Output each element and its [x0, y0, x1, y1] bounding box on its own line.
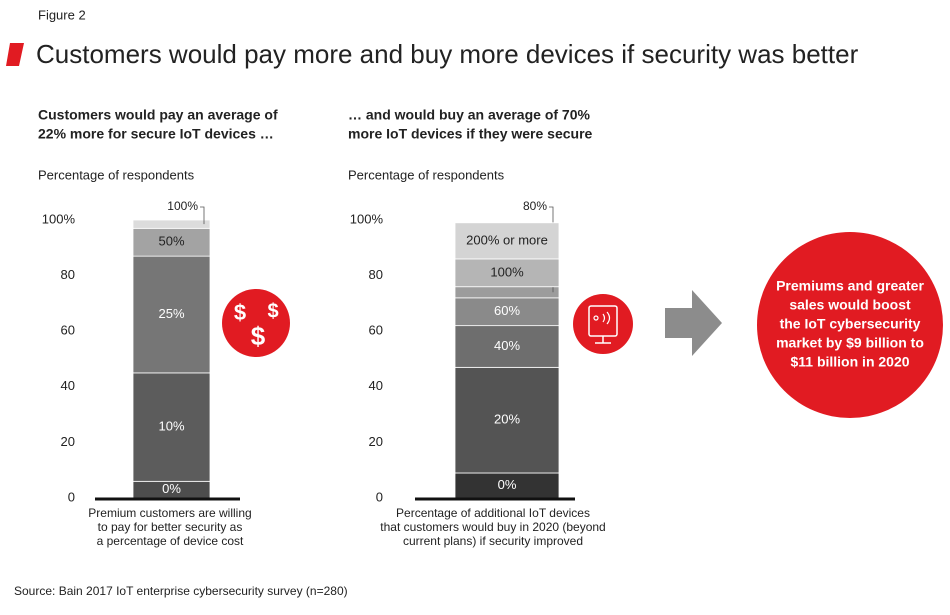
subtitle: more IoT devices if they were secure: [348, 126, 593, 142]
bar-segment: [132, 219, 211, 229]
x-axis-label: a percentage of device cost: [97, 534, 244, 548]
y-tick-label: 60: [369, 323, 383, 338]
segment-label: 80%: [523, 199, 547, 213]
segment-label: 200% or more: [466, 232, 548, 247]
bar-segment: [454, 297, 560, 327]
y-tick-label: 100%: [350, 211, 384, 226]
svg-text:$: $: [234, 300, 246, 325]
title: Customers would pay more and buy more de…: [36, 39, 859, 69]
title-marker: [6, 43, 24, 66]
bar-segment: [132, 255, 211, 374]
segment-label: 0%: [498, 477, 517, 492]
segment-label: 60%: [494, 303, 520, 318]
svg-text:$: $: [251, 321, 266, 351]
bar-segment: [454, 325, 560, 368]
x-axis-label: that customers would buy in 2020 (beyond: [380, 520, 605, 534]
callout-text: Premiums and greater: [776, 278, 924, 294]
y-tick-label: 0: [376, 489, 383, 504]
y-tick-label: 100%: [42, 211, 76, 226]
callout-text: the IoT cybersecurity: [780, 316, 921, 332]
source: Source: Bain 2017 IoT enterprise cyberse…: [14, 584, 348, 598]
y-tick-label: 40: [369, 378, 383, 393]
bar-segment: [454, 366, 560, 474]
figure-label: Figure 2: [38, 7, 86, 22]
x-axis-label: current plans) if security improved: [403, 534, 583, 548]
y-tick-label: 80: [369, 267, 383, 282]
x-axis-label: Premium customers are willing: [88, 506, 251, 520]
y-tick-label: 20: [61, 434, 75, 449]
segment-label: 10%: [158, 419, 184, 434]
segment-label: 0%: [162, 481, 181, 496]
callout-text: market by $9 billion to: [776, 335, 924, 351]
y-axis-label: Percentage of respondents: [348, 167, 505, 182]
y-tick-label: 20: [369, 434, 383, 449]
callout-text: $11 billion in 2020: [790, 354, 909, 370]
svg-text:$: $: [267, 300, 278, 322]
y-tick-label: 0: [68, 489, 75, 504]
callout-text: sales would boost: [789, 297, 911, 313]
segment-label: 100%: [167, 199, 198, 213]
segment-label: 40%: [494, 338, 520, 353]
bar-segment: [454, 222, 560, 260]
bar-segment: [132, 227, 211, 257]
y-tick-label: 60: [61, 323, 75, 338]
subtitle: 22% more for secure IoT devices …: [38, 126, 274, 142]
dollar-icon: $ $ $: [222, 289, 290, 357]
segment-label: 20%: [494, 412, 520, 427]
x-axis-label: to pay for better security as: [98, 520, 243, 534]
subtitle: Customers would pay an average of: [38, 107, 278, 123]
segment-label: 100%: [490, 264, 524, 279]
y-tick-label: 80: [61, 267, 75, 282]
segment-label: 50%: [158, 234, 184, 249]
arrow: [665, 290, 722, 356]
callout-circle: [757, 232, 943, 418]
bar-segment: [454, 286, 560, 299]
bar-segment: [454, 258, 560, 288]
x-axis-label: Percentage of additional IoT devices: [396, 506, 590, 520]
bar-segment: [132, 372, 211, 482]
segment-label: 25%: [158, 306, 184, 321]
y-axis-label: Percentage of respondents: [38, 167, 195, 182]
subtitle: … and would buy an average of 70%: [348, 107, 590, 123]
leader-line: [200, 206, 205, 225]
y-tick-label: 40: [61, 378, 75, 393]
device-icon: [573, 294, 633, 354]
